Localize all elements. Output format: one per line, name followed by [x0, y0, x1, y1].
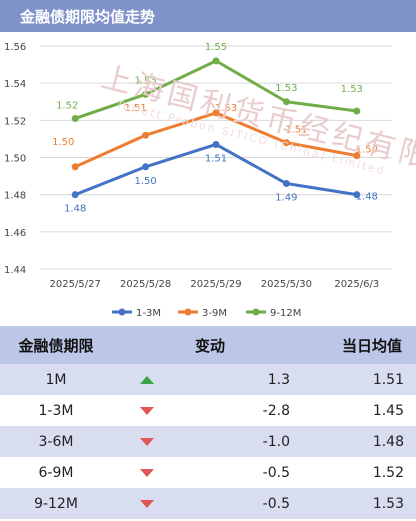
y-tick-label: 1.52 — [4, 116, 26, 127]
table-row: 1M 1.3 1.51 — [0, 364, 416, 395]
data-label: 1.49 — [275, 193, 297, 204]
y-tick-label: 1.54 — [4, 79, 26, 90]
data-point — [353, 152, 361, 160]
data-label: 1.51 — [124, 103, 146, 114]
data-label: 1.53 — [275, 83, 297, 94]
data-label: 1.52 — [56, 100, 78, 111]
title-bar: 金融债期限均值走势 — [0, 0, 416, 32]
header-term: 金融债期限 — [0, 326, 112, 364]
data-point — [212, 57, 220, 65]
data-point — [282, 98, 290, 106]
term-cell: 3-6M — [0, 426, 112, 457]
header-change: 变动 — [112, 326, 308, 364]
x-tick-label: 2025/5/29 — [190, 279, 241, 290]
term-cell: 9-12M — [0, 488, 112, 519]
data-label: 1.50 — [52, 137, 74, 148]
legend-label: 9-12M — [270, 308, 301, 319]
data-point — [142, 163, 150, 171]
avg-cell: 1.45 — [308, 395, 416, 426]
trend-down-icon — [112, 457, 182, 488]
data-label: 1.53 — [134, 75, 156, 86]
change-cell: -1.0 — [182, 426, 308, 457]
data-point — [71, 114, 79, 122]
page-title: 金融债期限均值走势 — [20, 8, 156, 26]
data-point — [142, 131, 150, 139]
trend-down-icon — [112, 395, 182, 426]
term-table: 金融债期限 变动 当日均值 1M 1.3 1.51 1-3M -2.8 1.45… — [0, 326, 416, 519]
x-tick-label: 2025/5/28 — [120, 279, 171, 290]
x-tick-label: 2025/5/30 — [261, 279, 312, 290]
data-label: 1.50 — [134, 176, 156, 187]
x-tick-label: 2025/6/3 — [334, 279, 379, 290]
legend-label: 3-9M — [202, 308, 227, 319]
table-row: 1-3M -2.8 1.45 — [0, 395, 416, 426]
data-label: 1.50 — [356, 145, 378, 156]
term-cell: 1M — [0, 364, 112, 395]
term-cell: 6-9M — [0, 457, 112, 488]
series-line-1-3M — [74, 142, 358, 197]
trend-down-icon — [112, 426, 182, 457]
line-chart: 1.44 1.46 1.48 1.50 1.52 1.54 1.56 2025/5/27 202… — [4, 42, 392, 319]
legend-marker — [118, 308, 126, 316]
table-header-row: 金融债期限 变动 当日均值 — [0, 326, 416, 364]
legend-marker — [252, 308, 260, 316]
table-row: 9-12M -0.5 1.53 — [0, 488, 416, 519]
data-label: 1.53 — [341, 84, 363, 95]
data-label: 1.48 — [64, 204, 86, 215]
term-cell: 1-3M — [0, 395, 112, 426]
data-point — [282, 180, 290, 188]
table-row: 6-9M -0.5 1.52 — [0, 457, 416, 488]
data-label: 1.51 — [205, 153, 227, 164]
data-label: 1.51 — [285, 125, 307, 136]
data-point — [353, 107, 361, 115]
y-tick-label: 1.46 — [4, 228, 26, 239]
trend-down-icon — [112, 488, 182, 519]
avg-cell: 1.52 — [308, 457, 416, 488]
avg-cell: 1.48 — [308, 426, 416, 457]
header-avg: 当日均值 — [308, 326, 416, 364]
data-point — [282, 139, 290, 147]
data-point — [353, 191, 361, 199]
change-cell: -2.8 — [182, 395, 308, 426]
avg-cell: 1.53 — [308, 488, 416, 519]
change-cell: -0.5 — [182, 457, 308, 488]
data-point — [142, 90, 150, 98]
change-cell: 1.3 — [182, 364, 308, 395]
data-label: 1.55 — [205, 42, 227, 53]
legend-marker — [184, 308, 192, 316]
x-tick-label: 2025/5/27 — [50, 279, 101, 290]
data-label: 1.53 — [215, 103, 237, 114]
y-tick-label: 1.56 — [4, 42, 26, 53]
y-tick-label: 1.50 — [4, 154, 26, 165]
avg-cell: 1.51 — [308, 364, 416, 395]
y-tick-label: 1.48 — [4, 191, 26, 202]
trend-up-icon — [112, 364, 182, 395]
data-point — [71, 163, 79, 171]
y-tick-label: 1.44 — [4, 265, 26, 276]
change-cell: -0.5 — [182, 488, 308, 519]
table-row: 3-6M -1.0 1.48 — [0, 426, 416, 457]
legend-label: 1-3M — [136, 308, 161, 319]
data-point — [212, 140, 220, 148]
data-point — [71, 191, 79, 199]
data-label: 1.48 — [356, 192, 378, 203]
data-point — [212, 109, 220, 117]
